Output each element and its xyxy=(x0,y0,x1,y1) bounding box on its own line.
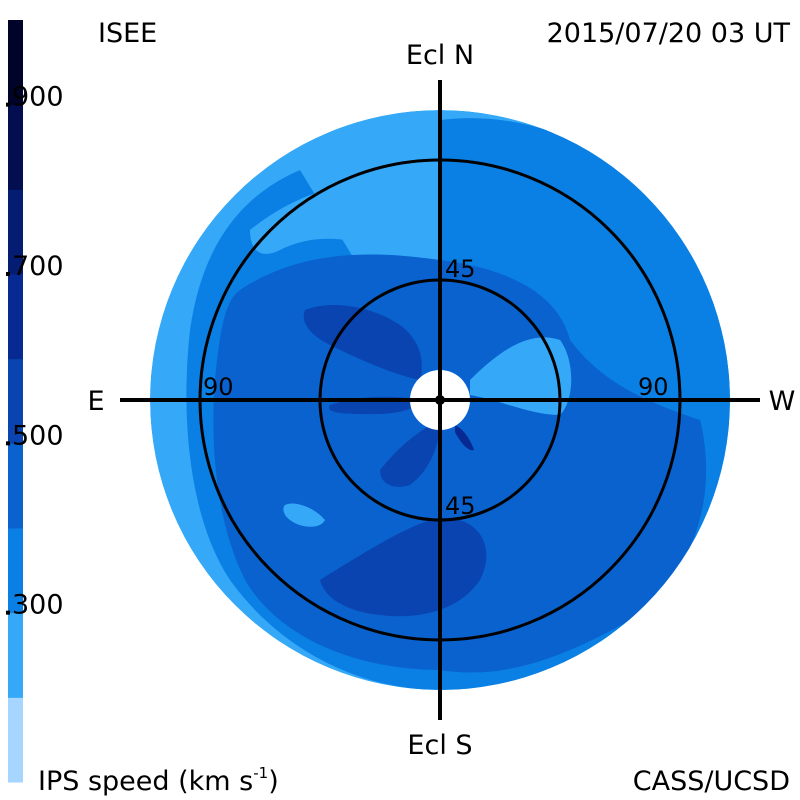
colorbar-band-100-200 xyxy=(8,697,23,783)
region-light-north xyxy=(250,180,412,255)
colorbar-title-exponent: -1 xyxy=(253,764,268,782)
colorbar-band-600-700 xyxy=(8,274,23,360)
colorbar-title-close: ) xyxy=(268,766,279,797)
colorbar-band-700-800 xyxy=(8,189,23,275)
credit-label: CASS/UCSD xyxy=(633,766,790,797)
colorbar-tick-mark-700 xyxy=(6,272,10,276)
axis-label-south: Ecl S xyxy=(407,730,472,761)
colorbar-title: IPS speed (km s-1) xyxy=(38,764,279,797)
sun-center-dot xyxy=(435,395,445,405)
axis-label-east: E xyxy=(87,386,104,417)
region-fastest-spot xyxy=(455,425,474,451)
colorbar-band-800-900 xyxy=(8,104,23,190)
colorbar-band-400-500 xyxy=(8,443,23,529)
colorbar-band-200-300 xyxy=(8,612,23,698)
colorbar xyxy=(8,20,23,783)
region-faster-disk xyxy=(213,254,707,673)
ring-label-45-south: 45 xyxy=(445,492,476,520)
region-light-center-west xyxy=(470,337,572,415)
colorbar-ticks: 300 500 700 900 xyxy=(6,82,64,621)
ring-label-90-east: 90 xyxy=(203,373,234,401)
axis-label-north: Ecl N xyxy=(406,40,474,71)
region-fast-south-lobe xyxy=(320,518,487,617)
source-label: ISEE xyxy=(98,18,157,49)
region-fast-northeast-lobe xyxy=(303,305,422,380)
colorbar-tick-mark-300 xyxy=(6,610,10,615)
colorbar-band-900-1000 xyxy=(8,20,23,106)
colorbar-band-500-600 xyxy=(8,358,23,444)
timestamp-label: 2015/07/20 03 UT xyxy=(547,18,791,49)
ring-label-90-west: 90 xyxy=(638,373,669,401)
region-fast-south-spoke xyxy=(380,420,440,487)
axis-label-west: W xyxy=(769,386,796,417)
colorbar-tick-mark-500 xyxy=(6,441,10,446)
region-light-south-spot xyxy=(283,503,325,527)
colorbar-tick-label-700: 700 xyxy=(12,251,64,282)
colorbar-tick-mark-900 xyxy=(6,102,10,107)
colorbar-tick-label-900: 900 xyxy=(12,82,64,113)
colorbar-title-main: IPS speed (km s xyxy=(38,766,253,797)
colorbar-band-300-400 xyxy=(8,528,23,614)
ring-label-45-north: 45 xyxy=(445,255,476,283)
colorbar-tick-label-500: 500 xyxy=(12,420,64,451)
colorbar-tick-label-300: 300 xyxy=(12,590,64,621)
